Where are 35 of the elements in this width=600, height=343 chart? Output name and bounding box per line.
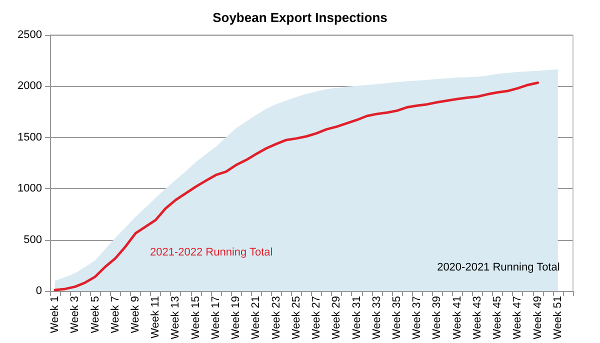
x-tick-label: Week 11 <box>150 296 162 338</box>
x-tick-label: Week 35 <box>390 296 403 340</box>
y-tick-label: 0 <box>36 285 42 297</box>
x-tick-label: Week 39 <box>431 296 444 340</box>
x-tick-label: Week 49 <box>532 296 544 340</box>
x-tick-label: Week 51 <box>552 296 564 340</box>
x-tick-label: Week 23 <box>270 296 282 340</box>
x-tick-label: Week 1 <box>49 296 62 334</box>
x-tick-label: Week 9 <box>129 296 142 334</box>
x-tick-label: Week 29 <box>330 296 343 340</box>
series-label: 2020-2021 Running Total <box>437 262 560 274</box>
x-tick-label: Week 43 <box>471 296 484 340</box>
series-label: 2021-2022 Running Total <box>150 246 273 258</box>
y-tick-label: 1000 <box>18 182 42 195</box>
x-tick-label: Week 37 <box>411 296 424 340</box>
x-tick-label: Week 25 <box>290 296 302 340</box>
x-tick-label: Week 7 <box>109 296 122 334</box>
y-tick-label: 500 <box>24 234 42 246</box>
y-tick-label: 2000 <box>18 80 42 92</box>
y-tick-label: 1500 <box>18 131 42 144</box>
x-tick-label: Week 33 <box>370 296 383 340</box>
x-tick-label: Week 3 <box>69 296 82 334</box>
chart-title: Soybean Export Inspections <box>212 10 388 25</box>
x-tick-label: Week 5 <box>89 296 102 334</box>
x-tick-label: Week 27 <box>310 296 323 340</box>
y-tick-label: 2500 <box>18 29 42 41</box>
x-tick-label: Week 47 <box>512 296 524 340</box>
x-tick-label: Week 17 <box>210 296 222 340</box>
x-tick-label: Week 13 <box>170 296 182 340</box>
x-tick-label: Week 21 <box>250 296 262 340</box>
x-tick-label: Week 45 <box>492 296 504 340</box>
x-tick-label: Week 15 <box>190 296 202 340</box>
x-tick-label: Week 19 <box>230 296 242 340</box>
x-tick-label: Week 31 <box>350 296 363 340</box>
x-tick-label: Week 41 <box>451 296 464 340</box>
